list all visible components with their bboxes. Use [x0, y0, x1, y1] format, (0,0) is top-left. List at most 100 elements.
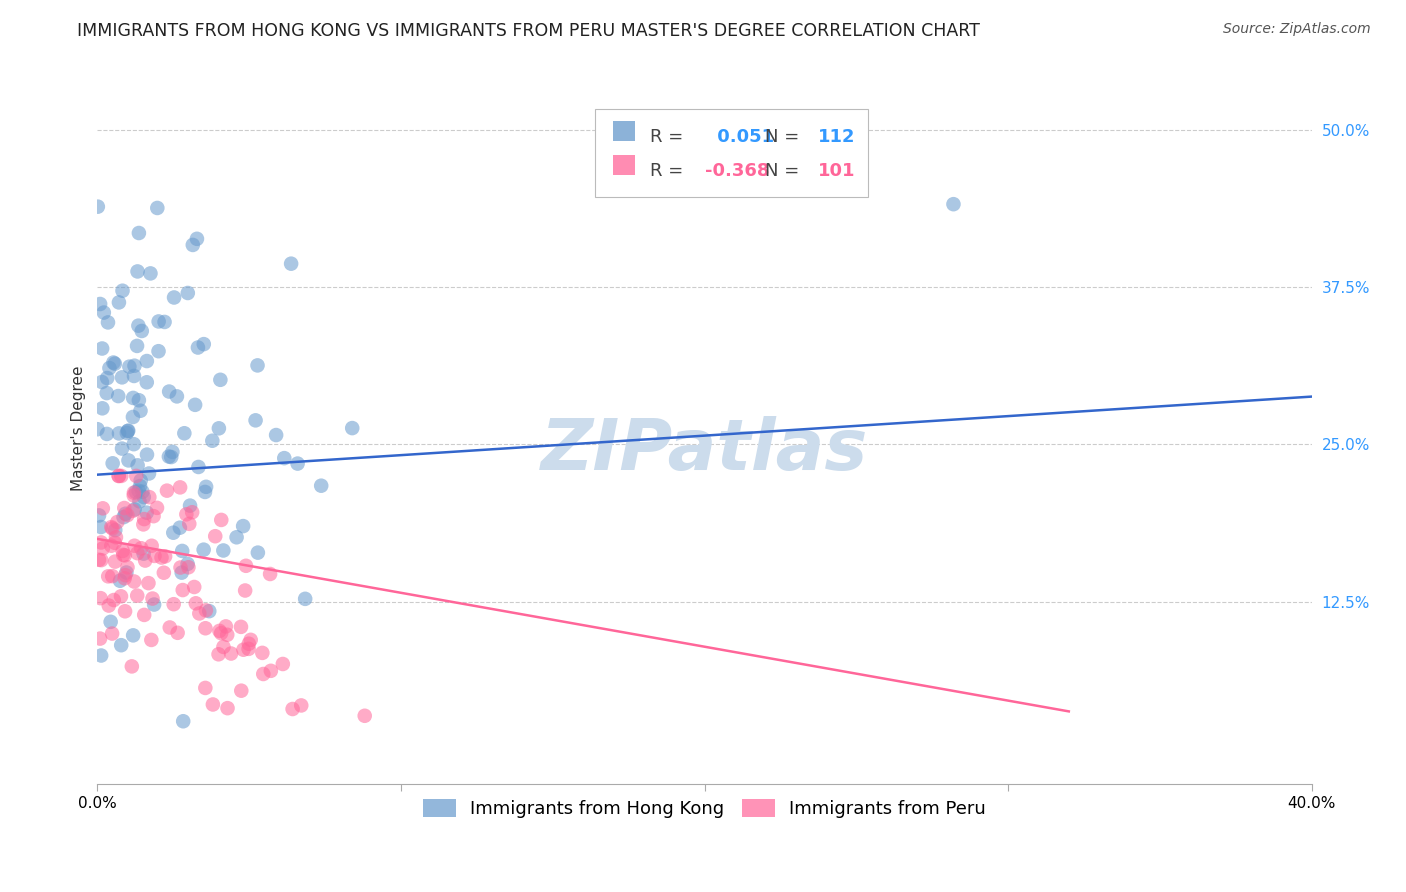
Point: [127, 546, 149, 560]
Point: [122, 409, 145, 424]
Point: [239, 632, 262, 647]
Point: [138, 490, 160, 504]
Point: [107, 469, 129, 483]
Point: [170, 566, 193, 580]
Point: [115, 425, 138, 440]
Text: 112: 112: [817, 128, 855, 145]
Point: [166, 389, 188, 403]
Point: [139, 267, 162, 281]
Y-axis label: Master's Degree: Master's Degree: [72, 366, 86, 491]
Point: [129, 403, 152, 417]
Point: [225, 530, 247, 544]
Point: [114, 604, 136, 618]
Point: [105, 515, 128, 529]
Point: [124, 359, 146, 373]
Point: [208, 624, 231, 638]
Point: [87, 508, 110, 523]
Point: [179, 499, 201, 513]
Point: [122, 488, 145, 502]
Point: [125, 484, 148, 499]
Point: [90, 553, 112, 567]
Point: [157, 450, 180, 464]
Point: [89, 632, 111, 646]
Point: [183, 580, 205, 594]
Text: 0.051: 0.051: [710, 128, 773, 145]
Point: [90, 375, 112, 389]
Point: [169, 521, 191, 535]
FancyBboxPatch shape: [613, 120, 636, 141]
Point: [193, 337, 215, 351]
Point: [142, 509, 165, 524]
Point: [163, 291, 186, 305]
Text: IMMIGRANTS FROM HONG KONG VS IMMIGRANTS FROM PERU MASTER'S DEGREE CORRELATION CH: IMMIGRANTS FROM HONG KONG VS IMMIGRANTS …: [77, 22, 980, 40]
Point: [260, 664, 283, 678]
Point: [135, 376, 157, 390]
Point: [259, 566, 281, 581]
Point: [104, 536, 127, 550]
Point: [117, 424, 139, 438]
Point: [271, 657, 294, 671]
Point: [162, 445, 184, 459]
Point: [121, 659, 143, 673]
Point: [246, 546, 269, 560]
Point: [128, 226, 150, 240]
Point: [90, 535, 112, 549]
Point: [96, 371, 118, 385]
Point: [131, 324, 153, 338]
Text: N =: N =: [765, 128, 800, 145]
Point: [179, 516, 201, 531]
Point: [128, 393, 150, 408]
Point: [134, 553, 156, 567]
Text: N =: N =: [765, 162, 800, 180]
Point: [122, 437, 145, 451]
Point: [101, 626, 124, 640]
Point: [309, 479, 332, 493]
Point: [114, 571, 136, 585]
Point: [273, 451, 295, 466]
Point: [103, 355, 125, 369]
Point: [287, 457, 309, 471]
Point: [177, 560, 200, 574]
Point: [118, 359, 141, 374]
Point: [122, 368, 145, 383]
FancyBboxPatch shape: [595, 109, 869, 197]
Point: [231, 683, 253, 698]
Point: [111, 284, 134, 298]
Point: [219, 647, 242, 661]
Point: [134, 512, 156, 526]
Point: [111, 544, 134, 558]
Point: [114, 568, 136, 582]
Point: [129, 474, 152, 488]
Point: [104, 523, 127, 537]
Point: [100, 520, 122, 534]
Point: [229, 620, 252, 634]
Text: R =: R =: [650, 128, 683, 145]
Point: [91, 501, 114, 516]
Point: [91, 342, 114, 356]
Point: [942, 197, 965, 211]
Point: [131, 484, 153, 499]
Point: [169, 480, 191, 494]
Point: [184, 398, 207, 412]
Point: [97, 569, 120, 583]
Point: [181, 505, 204, 519]
Point: [124, 539, 146, 553]
Point: [198, 604, 221, 618]
Point: [162, 525, 184, 540]
Point: [111, 442, 134, 456]
Point: [110, 590, 132, 604]
Point: [96, 386, 118, 401]
Point: [252, 667, 274, 681]
Point: [208, 421, 231, 435]
Point: [122, 574, 145, 589]
Point: [101, 569, 124, 583]
Text: Source: ZipAtlas.com: Source: ZipAtlas.com: [1223, 22, 1371, 37]
Point: [176, 508, 198, 522]
Point: [114, 507, 136, 521]
Point: [215, 619, 238, 633]
Point: [173, 426, 195, 441]
Point: [96, 426, 118, 441]
Point: [172, 714, 194, 729]
Text: R =: R =: [650, 162, 683, 180]
Point: [146, 500, 169, 515]
